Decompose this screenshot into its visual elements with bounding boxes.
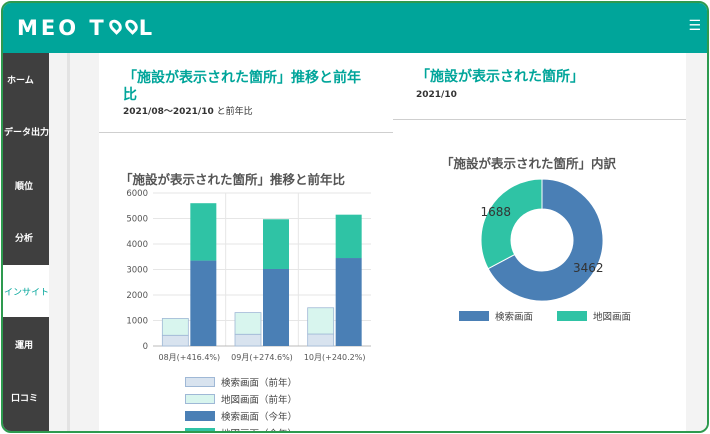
map-pin-icon xyxy=(122,17,141,35)
bar-segment[interactable] xyxy=(263,268,289,346)
donut-slice[interactable] xyxy=(480,178,543,270)
scrollbar-track[interactable] xyxy=(686,53,707,431)
bar-segment[interactable] xyxy=(190,260,217,346)
y-tick-label: 6000 xyxy=(126,189,148,199)
legend-label: 検索画面 xyxy=(495,312,534,323)
legend-label: 地図画面（今年） xyxy=(221,426,297,431)
legend-item[interactable]: 地図画面（前年） xyxy=(185,392,297,406)
legend-item[interactable]: 検索画面 xyxy=(459,309,533,323)
legend-label: 検索画面（前年） xyxy=(221,378,298,389)
bar-segment[interactable] xyxy=(307,307,335,335)
x-tick-label: 10月(+240.2%) xyxy=(304,353,366,362)
legend-swatch xyxy=(185,428,215,431)
bar-segment[interactable] xyxy=(335,214,362,259)
trend-panel: 「施設が表示された箇所」推移と前年 比 2021/08〜2021/10 と前年比… xyxy=(99,53,393,431)
legend-item[interactable]: 検索画面（今年） xyxy=(185,409,297,423)
trend-panel-title-line1: 「施設が表示された箇所」推移と前年 xyxy=(123,70,361,86)
slice-value-label: 1688 xyxy=(480,205,511,219)
bar-segment[interactable] xyxy=(161,334,189,347)
y-tick-label: 5000 xyxy=(126,215,148,225)
legend-label: 地図画面 xyxy=(593,312,632,323)
donut-chart-title: 「施設が表示された箇所」内訳 xyxy=(441,156,617,171)
sidebar-item-reviews[interactable]: 口コミ xyxy=(3,371,49,423)
sidebar-item-label: 分析 xyxy=(15,233,34,244)
breakdown-panel-title: 「施設が表示された箇所」 xyxy=(416,69,584,85)
legend-item[interactable]: 地図画面（今年） xyxy=(185,426,297,431)
legend-label: 地図画面（前年） xyxy=(221,395,298,406)
y-tick-label: 4000 xyxy=(126,240,148,250)
logo-text-start: MEO T xyxy=(17,16,107,40)
logo-text-end: L xyxy=(138,16,156,40)
sidebar-item-home[interactable]: ホーム xyxy=(3,53,49,105)
sidebar-item-label: 順位 xyxy=(15,181,34,192)
logo[interactable]: MEO T L xyxy=(17,13,155,43)
x-tick-label: 09月(+274.6%) xyxy=(231,353,293,362)
y-tick-label: 2000 xyxy=(126,291,148,301)
slice-value-label: 3462 xyxy=(573,261,604,275)
legend-swatch xyxy=(185,411,215,421)
legend-swatch xyxy=(557,311,587,321)
gutter-divider xyxy=(67,53,70,431)
y-tick-label: 0 xyxy=(143,342,148,352)
legend-item[interactable]: 検索画面（前年） xyxy=(185,375,297,389)
bar-segment[interactable] xyxy=(190,203,217,261)
period-suffix: と前年比 xyxy=(213,107,253,117)
sidebar-item-label: ホーム xyxy=(7,75,34,86)
sidebar-item-operation[interactable]: 運用 xyxy=(3,318,49,370)
bar-chart-title: 「施設が表示された箇所」推移と前年比 xyxy=(120,172,346,187)
period-range: 2021/08〜2021/10 xyxy=(123,107,214,117)
trend-panel-title-line2: 比 xyxy=(123,87,137,103)
donut-chart: 3462 1688 xyxy=(480,178,604,302)
bar-segment[interactable] xyxy=(161,318,189,336)
hamburger-icon[interactable]: ☰ xyxy=(688,18,701,34)
sidebar-item-data-export[interactable]: データ出力 xyxy=(3,105,49,157)
y-tick-label: 1000 xyxy=(126,317,148,327)
legend-swatch xyxy=(185,394,215,404)
legend-item[interactable]: 地図画面 xyxy=(557,309,631,323)
top-bar: MEO T L ☰ xyxy=(3,3,707,53)
bar-segment[interactable] xyxy=(234,312,262,335)
legend-swatch xyxy=(185,377,215,387)
bar-segment[interactable] xyxy=(234,333,262,347)
content-gutter xyxy=(49,53,99,431)
legend-label: 検索画面（今年） xyxy=(221,412,298,423)
bar-segment[interactable] xyxy=(335,258,362,346)
panel-divider xyxy=(99,132,393,133)
sidebar-item-label: インサイト xyxy=(3,287,49,298)
sidebar-item-label: 口コミ xyxy=(11,393,39,404)
sidebar: ホーム データ出力 順位 分析 インサイト 運用 口コミ xyxy=(3,53,49,431)
map-pin-icon xyxy=(106,17,125,35)
breakdown-panel: 「施設が表示された箇所」 2021/10 「施設が表示された箇所」内訳 3462… xyxy=(393,53,686,431)
y-tick-label: 3000 xyxy=(126,266,148,276)
breakdown-panel-period: 2021/10 xyxy=(416,90,457,100)
x-tick-label: 08月(+416.4%) xyxy=(159,353,221,362)
sidebar-item-insight[interactable]: インサイト xyxy=(3,265,49,317)
sidebar-item-ranking[interactable]: 順位 xyxy=(3,159,49,211)
donut-slice[interactable] xyxy=(487,178,604,302)
bar-chart: 0 1000 2000 3000 4000 5000 6000 08月(+416.4%) 09月… xyxy=(126,189,371,362)
sidebar-item-label: 運用 xyxy=(15,340,34,351)
legend-swatch xyxy=(459,311,489,321)
sidebar-item-analysis[interactable]: 分析 xyxy=(3,211,49,263)
trend-panel-period: 2021/08〜2021/10 と前年比 xyxy=(123,104,253,117)
bar-segment[interactable] xyxy=(307,333,335,347)
bar-segment[interactable] xyxy=(263,219,289,269)
sidebar-item-label: データ出力 xyxy=(3,127,49,138)
trend-panel-title: 「施設が表示された箇所」推移と前年 比 xyxy=(123,70,393,104)
panel-divider xyxy=(393,119,686,120)
